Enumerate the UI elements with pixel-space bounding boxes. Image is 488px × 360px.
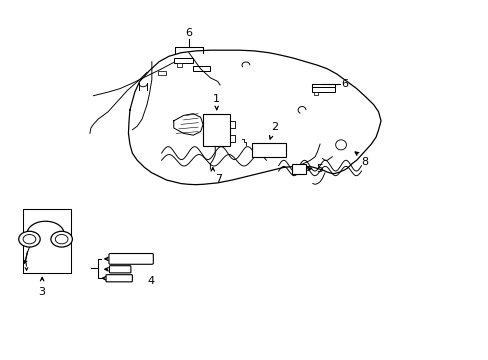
Circle shape bbox=[19, 231, 40, 247]
Text: 8: 8 bbox=[361, 157, 368, 167]
Bar bbox=[314, 92, 318, 95]
Text: 4: 4 bbox=[147, 276, 154, 286]
FancyBboxPatch shape bbox=[109, 266, 131, 273]
Bar bbox=[292, 164, 305, 174]
Text: 6: 6 bbox=[185, 28, 192, 38]
Bar bbox=[173, 58, 193, 63]
Text: 3: 3 bbox=[39, 287, 45, 297]
Text: 7: 7 bbox=[215, 174, 222, 184]
FancyBboxPatch shape bbox=[109, 253, 153, 264]
FancyBboxPatch shape bbox=[106, 275, 132, 282]
Bar bbox=[311, 87, 334, 92]
Text: 6: 6 bbox=[340, 78, 347, 89]
Bar bbox=[251, 143, 285, 157]
Bar bbox=[176, 63, 181, 67]
Bar bbox=[203, 114, 229, 146]
Circle shape bbox=[23, 234, 36, 244]
Text: 2: 2 bbox=[271, 122, 278, 132]
Circle shape bbox=[55, 234, 68, 244]
Text: 1: 1 bbox=[213, 94, 220, 104]
Bar bbox=[193, 66, 210, 71]
Bar bbox=[158, 71, 166, 75]
Circle shape bbox=[51, 231, 72, 247]
Text: 5: 5 bbox=[316, 164, 323, 174]
